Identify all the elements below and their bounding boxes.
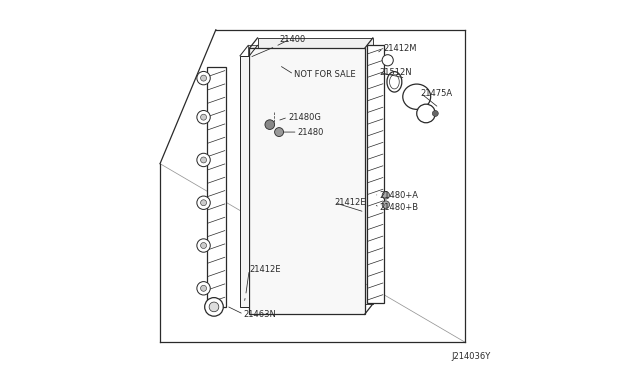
FancyBboxPatch shape xyxy=(367,45,384,303)
Polygon shape xyxy=(248,45,257,296)
Circle shape xyxy=(417,104,435,123)
Circle shape xyxy=(209,302,219,312)
Text: 21512N: 21512N xyxy=(380,68,412,77)
Text: J214036Y: J214036Y xyxy=(452,352,491,361)
Text: 21475A: 21475A xyxy=(420,89,452,97)
Circle shape xyxy=(197,153,211,167)
Circle shape xyxy=(200,200,207,206)
Text: 21412M: 21412M xyxy=(383,44,417,53)
Circle shape xyxy=(265,120,275,129)
Polygon shape xyxy=(257,38,373,304)
Polygon shape xyxy=(240,56,250,307)
FancyBboxPatch shape xyxy=(207,67,226,307)
Circle shape xyxy=(197,239,211,252)
Text: 21480: 21480 xyxy=(298,128,324,137)
Circle shape xyxy=(197,282,211,295)
Circle shape xyxy=(382,201,390,208)
Circle shape xyxy=(200,157,207,163)
Circle shape xyxy=(205,298,223,316)
Text: 21480+A: 21480+A xyxy=(380,191,419,200)
Polygon shape xyxy=(250,48,365,314)
Circle shape xyxy=(382,55,394,66)
Circle shape xyxy=(275,128,284,137)
Circle shape xyxy=(197,196,211,209)
Text: 21412E: 21412E xyxy=(250,265,281,274)
Text: 21400: 21400 xyxy=(279,35,305,44)
Circle shape xyxy=(200,285,207,291)
Text: 21412E: 21412E xyxy=(335,198,366,207)
Text: 21480G: 21480G xyxy=(289,113,321,122)
Circle shape xyxy=(433,110,438,116)
Text: NOT FOR SALE: NOT FOR SALE xyxy=(294,70,356,79)
Circle shape xyxy=(200,75,207,81)
Circle shape xyxy=(382,192,390,199)
Ellipse shape xyxy=(403,84,431,109)
Text: 21463N: 21463N xyxy=(244,310,276,319)
Circle shape xyxy=(197,71,211,85)
Circle shape xyxy=(200,243,207,248)
Circle shape xyxy=(197,110,211,124)
Circle shape xyxy=(200,114,207,120)
Text: 21480+B: 21480+B xyxy=(380,203,419,212)
